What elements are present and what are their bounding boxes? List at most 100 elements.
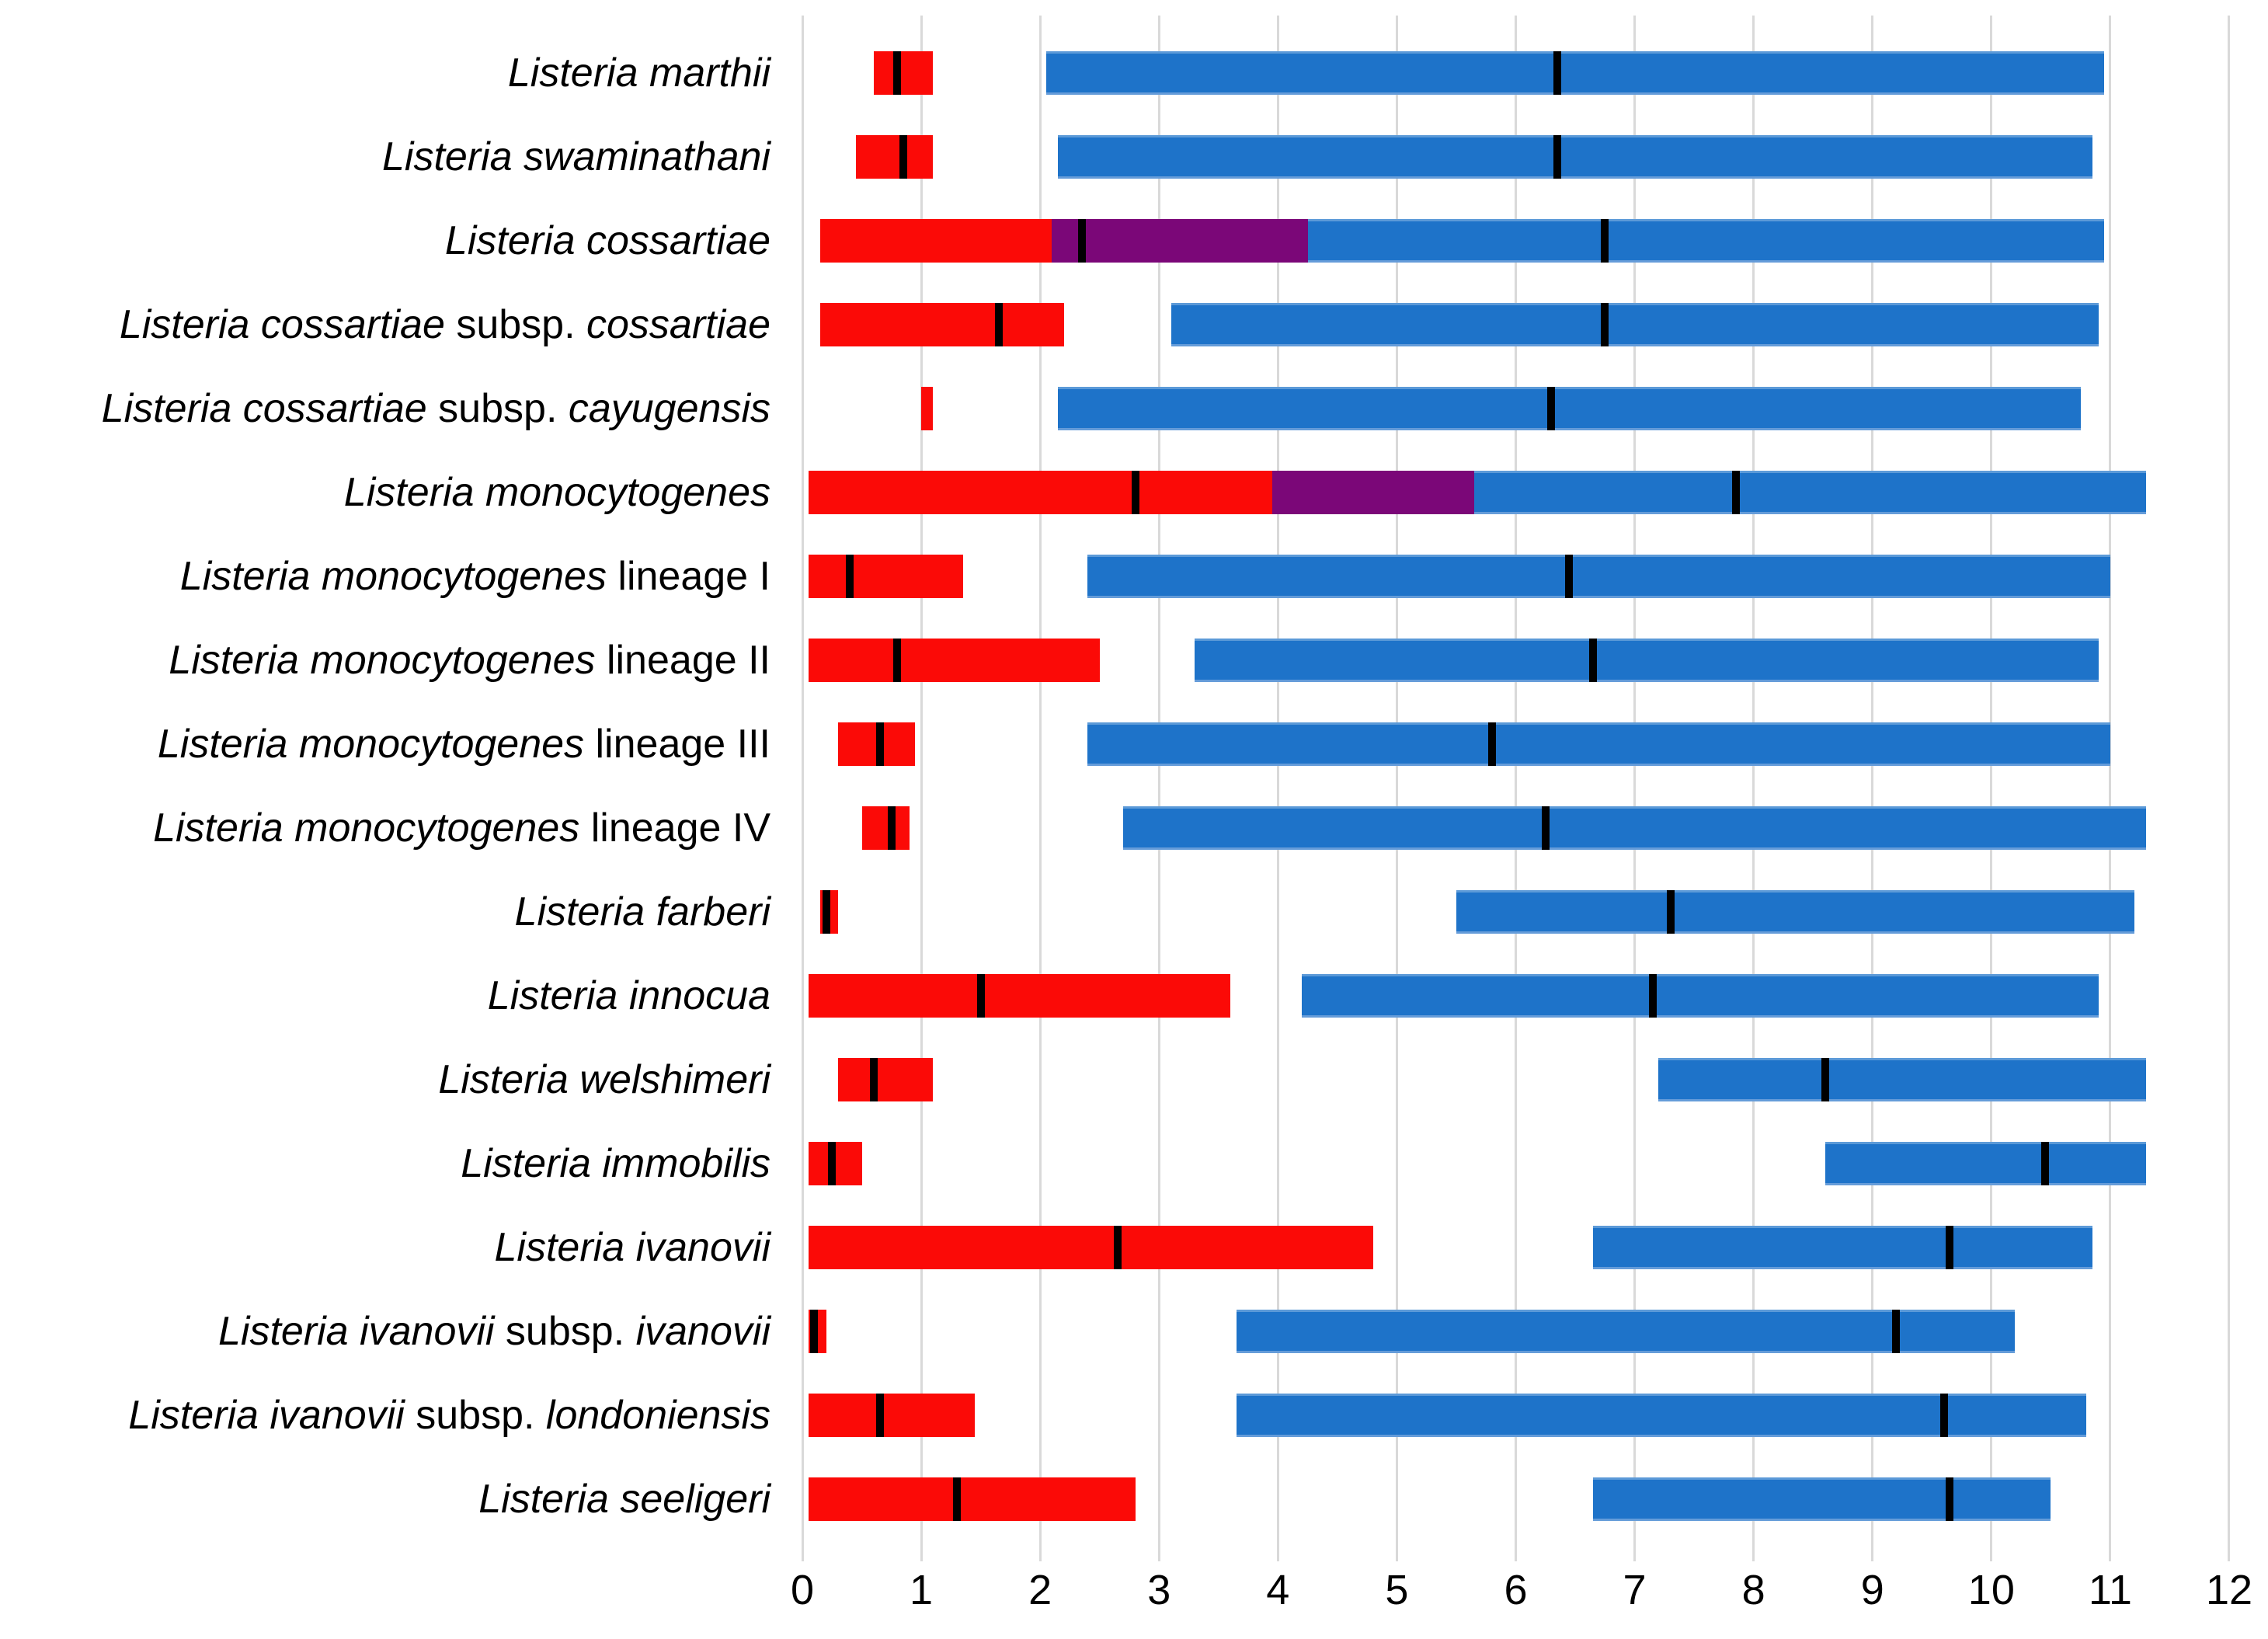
species-label-part: subsp.: [404, 1393, 546, 1438]
row-track: [802, 387, 2229, 430]
species-label: Listeria cossartiae: [0, 217, 770, 264]
red-range-bar: [808, 1477, 1136, 1521]
species-label: Listeria innocua: [0, 973, 770, 1019]
species-label: Listeria monocytogenes lineage I: [0, 553, 770, 600]
blue-range-bar: [1307, 219, 2105, 263]
species-label: Listeria marthii: [0, 50, 770, 96]
red-median-tick: [822, 890, 830, 934]
species-label: Listeria monocytogenes lineage II: [0, 637, 770, 684]
species-label-part: lineage IV: [579, 806, 770, 851]
species-label-part: subsp.: [494, 1309, 636, 1354]
red-median-tick: [846, 555, 854, 598]
x-axis-tick-label: 2: [1028, 1567, 1052, 1613]
species-label-part: Listeria marthii: [507, 50, 770, 96]
gridline: [1157, 16, 1160, 1561]
species-label-part: Listeria cossartiae: [119, 302, 445, 347]
red-median-tick: [869, 1058, 878, 1101]
x-axis-tick-label: 6: [1504, 1567, 1528, 1613]
red-range-bar: [819, 303, 1064, 346]
row-track: [802, 51, 2229, 95]
species-label: Listeria ivanovii: [0, 1224, 771, 1271]
blue-median-tick: [1547, 387, 1556, 430]
red-range-bar: [819, 219, 1052, 263]
gridline: [801, 16, 804, 1561]
species-label-part: subsp.: [426, 386, 569, 431]
red-range-bar: [921, 387, 934, 430]
blue-range-bar: [1824, 1142, 2146, 1185]
gridline: [1990, 16, 1993, 1561]
x-axis-tick-label: 5: [1385, 1567, 1409, 1613]
row-track: [802, 1477, 2229, 1521]
x-axis-tick-label: 7: [1623, 1567, 1647, 1613]
species-label-part: Listeria farberi: [514, 889, 770, 934]
blue-range-bar: [1171, 303, 2099, 346]
row-track: [802, 219, 2229, 263]
species-label-part: Listeria innocua: [487, 973, 770, 1018]
species-label: Listeria monocytogenes lineage III: [0, 721, 770, 767]
red-range-bar: [808, 471, 1272, 514]
red-range-bar: [855, 135, 934, 179]
species-label-part: Listeria ivanovii: [217, 1309, 495, 1354]
overlap-range-bar: [1271, 471, 1474, 514]
gridline: [2109, 16, 2112, 1561]
blue-range-bar: [1658, 1058, 2146, 1101]
x-axis-tick-label: 1: [910, 1567, 934, 1613]
species-label-part: cossartiae: [586, 302, 770, 347]
red-range-bar: [837, 1058, 934, 1101]
x-axis-tick-label: 3: [1147, 1567, 1171, 1613]
blue-median-tick: [2040, 1142, 2049, 1185]
species-label-part: Listeria ivanovii: [494, 1225, 771, 1270]
row-track: [802, 722, 2229, 766]
species-label: Listeria seeligeri: [0, 1476, 770, 1522]
blue-median-tick: [1731, 471, 1740, 514]
red-range-bar: [808, 639, 1100, 682]
red-median-tick: [994, 303, 1003, 346]
x-axis-tick-label: 8: [1741, 1567, 1765, 1613]
row-track: [802, 974, 2229, 1018]
species-label-part: Listeria cossartiae: [444, 218, 770, 263]
species-label: Listeria monocytogenes: [0, 469, 770, 516]
red-median-tick: [810, 1310, 819, 1353]
blue-median-tick: [1892, 1310, 1901, 1353]
species-label-part: Listeria monocytogenes: [343, 470, 770, 515]
blue-range-bar: [1301, 974, 2099, 1018]
red-median-tick: [828, 1142, 837, 1185]
gridline: [1514, 16, 1517, 1561]
species-label-part: Listeria monocytogenes: [157, 722, 585, 767]
blue-range-bar: [1045, 51, 2105, 95]
red-median-tick: [953, 1477, 961, 1521]
x-axis-tick-label: 4: [1266, 1567, 1290, 1613]
species-label-part: Listeria monocytogenes: [153, 806, 580, 851]
blue-range-bar: [1087, 722, 2110, 766]
species-label: Listeria ivanovii subsp. ivanovii: [0, 1308, 770, 1355]
gridline: [1038, 16, 1042, 1561]
gridline: [2228, 16, 2231, 1561]
row-track: [802, 303, 2229, 346]
red-median-tick: [1131, 471, 1139, 514]
blue-range-bar: [1236, 1310, 2016, 1353]
row-track: [802, 1226, 2229, 1269]
red-median-tick: [875, 722, 884, 766]
red-range-bar: [873, 51, 934, 95]
blue-median-tick: [1666, 890, 1675, 934]
red-median-tick: [887, 806, 896, 850]
species-label: Listeria farberi: [0, 889, 770, 935]
red-median-tick: [1113, 1226, 1122, 1269]
gridline: [1276, 16, 1279, 1561]
row-track: [802, 555, 2229, 598]
species-label-part: londoniensis: [545, 1393, 770, 1438]
row-track: [802, 639, 2229, 682]
red-range-bar: [808, 974, 1231, 1018]
x-axis-tick-label: 9: [1860, 1567, 1884, 1613]
species-label-part: Listeria monocytogenes: [169, 638, 596, 683]
blue-median-tick: [1487, 722, 1496, 766]
red-range-bar: [861, 806, 910, 850]
row-track: [802, 1142, 2229, 1185]
x-axis-tick-label: 11: [2088, 1567, 2132, 1613]
blue-median-tick: [1939, 1394, 1948, 1437]
row-track: [802, 1394, 2229, 1437]
gridline: [1871, 16, 1874, 1561]
blue-median-tick: [1601, 303, 1609, 346]
red-median-tick: [875, 1394, 884, 1437]
